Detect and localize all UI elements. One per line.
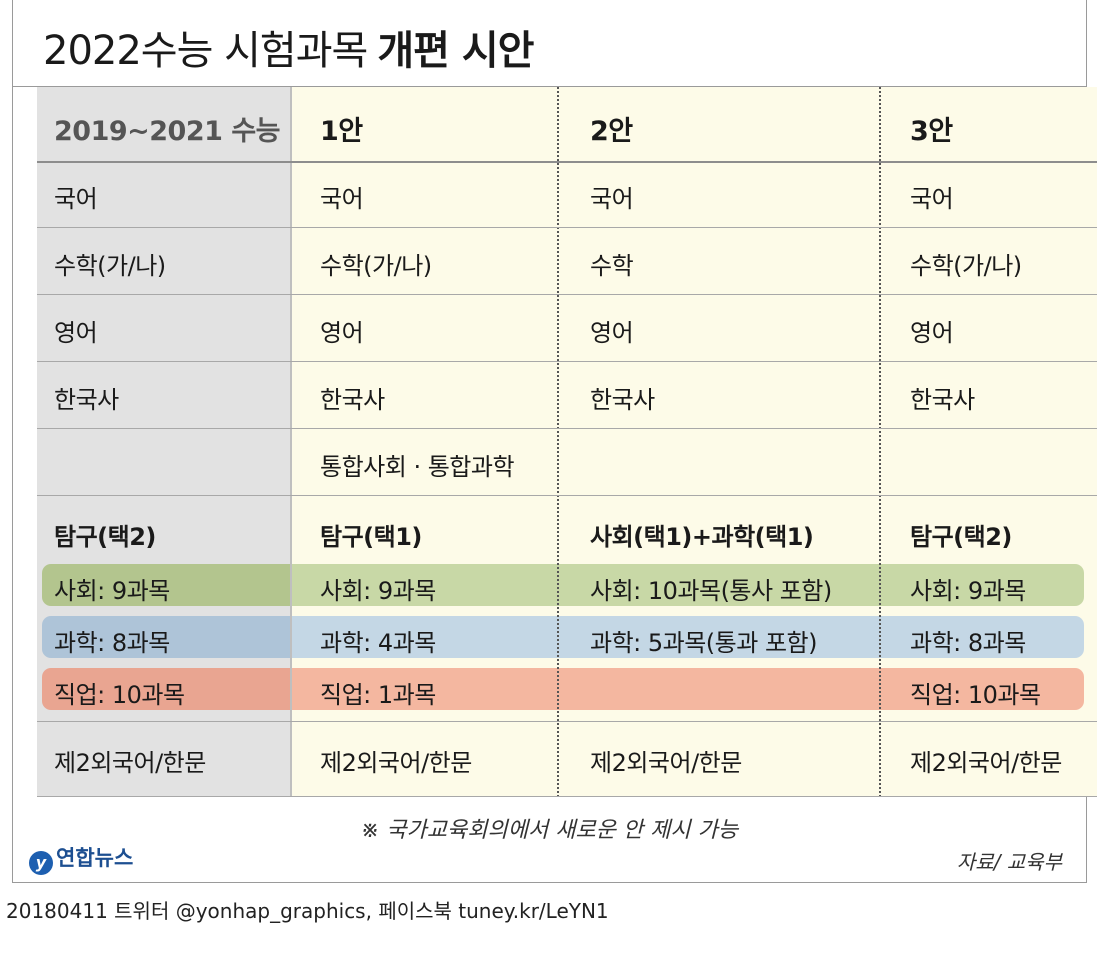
inquiry-head: 탐구(택1) (320, 523, 422, 551)
yonhap-logo: y 연합뉴스 (29, 842, 133, 875)
science-band (291, 616, 1084, 658)
comparison-table: 2019~2021 수능 1안 2안 3안 국어 국어 국어 국어 수학(가/나… (37, 87, 1097, 797)
vocational-band-current (42, 668, 291, 710)
row-divider (37, 796, 1097, 797)
vocational-subjects: 직업: 10과목 (54, 681, 185, 709)
science-band-current (42, 616, 291, 658)
cell-english: 영어 (320, 319, 364, 347)
header-current: 2019~2021 수능 (54, 116, 281, 147)
row-divider (37, 227, 1097, 228)
social-subjects: 사회: 9과목 (54, 577, 170, 605)
header-divider (37, 161, 1097, 163)
cell-korean: 국어 (590, 185, 634, 213)
cell-english: 영어 (910, 319, 954, 347)
plan-divider-2 (879, 87, 881, 797)
footnote: ※ 국가교육회의에서 새로운 안 제시 가능 (360, 818, 739, 843)
vocational-subjects: 직업: 10과목 (910, 681, 1041, 709)
inquiry-head: 탐구(택2) (910, 523, 1012, 551)
title-divider (13, 86, 1086, 87)
cell-english: 영어 (54, 319, 98, 347)
infographic-frame: 2022수능 시험과목 개편 시안 2019~2021 수능 1안 2안 3안 국… (12, 0, 1097, 883)
social-subjects: 사회: 9과목 (320, 577, 436, 605)
vocational-band (291, 668, 1084, 710)
cell-korean-history: 한국사 (590, 386, 655, 414)
science-subjects: 과학: 8과목 (910, 629, 1026, 657)
source-credit: 자료/ 교육부 (956, 850, 1062, 874)
cell-math: 수학(가/나) (54, 252, 166, 280)
cell-korean-history: 한국사 (910, 386, 975, 414)
row-divider (37, 495, 1097, 496)
cell-korean: 국어 (54, 185, 98, 213)
cell-math: 수학(가/나) (320, 252, 432, 280)
science-subjects: 과학: 4과목 (320, 629, 436, 657)
header-plan-1: 1안 (320, 116, 363, 147)
cell-foreign-language: 제2외국어/한문 (910, 749, 1062, 777)
row-divider (37, 428, 1097, 429)
yonhap-logo-icon: y (29, 851, 53, 875)
social-band (291, 564, 1084, 606)
vocational-subjects: 직업: 1과목 (320, 681, 436, 709)
cell-integrated: 통합사회 · 통합과학 (320, 453, 515, 481)
header-plan-2: 2안 (590, 116, 633, 147)
cell-korean: 국어 (320, 185, 364, 213)
row-divider (37, 294, 1097, 295)
cell-korean-history: 한국사 (320, 386, 385, 414)
row-divider (37, 361, 1097, 362)
title-main: 2022수능 시험과목 (43, 28, 368, 74)
science-subjects: 과학: 8과목 (54, 629, 170, 657)
cell-foreign-language: 제2외국어/한문 (54, 749, 206, 777)
title-emphasis: 개편 시안 (377, 28, 534, 74)
cell-foreign-language: 제2외국어/한문 (590, 749, 742, 777)
cell-korean: 국어 (910, 185, 954, 213)
science-subjects: 과학: 5과목(통과 포함) (590, 629, 817, 657)
page-title: 2022수능 시험과목 개편 시안 (43, 18, 534, 76)
cell-math: 수학(가/나) (910, 252, 1022, 280)
inquiry-head: 사회(택1)+과학(택1) (590, 523, 814, 551)
cell-english: 영어 (590, 319, 634, 347)
logo-text: 연합뉴스 (56, 846, 134, 870)
footer-credit: 20180411 트위터 @yonhap_graphics, 페이스북 tune… (6, 899, 609, 923)
inquiry-head: 탐구(택2) (54, 523, 156, 551)
plan-divider-1 (557, 87, 559, 797)
social-subjects: 사회: 10과목(통사 포함) (590, 577, 832, 605)
column-separator (290, 87, 292, 797)
header-plan-3: 3안 (910, 116, 953, 147)
row-divider (37, 721, 1097, 722)
cell-foreign-language: 제2외국어/한문 (320, 749, 472, 777)
cell-korean-history: 한국사 (54, 386, 119, 414)
cell-math: 수학 (590, 252, 634, 280)
social-subjects: 사회: 9과목 (910, 577, 1026, 605)
social-band-current (42, 564, 291, 606)
